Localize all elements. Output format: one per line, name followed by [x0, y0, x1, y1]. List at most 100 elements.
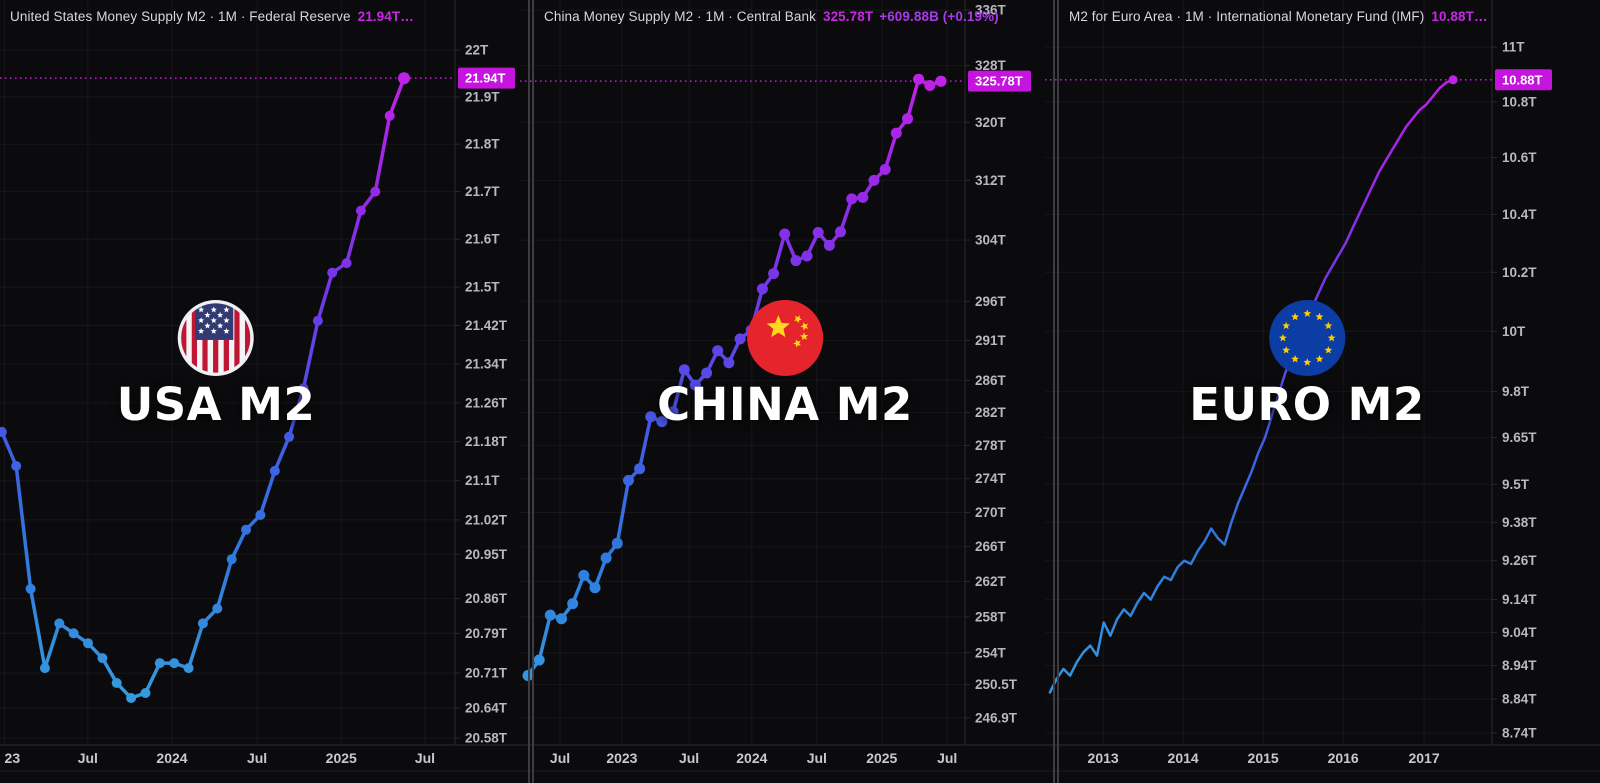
price-axis[interactable]: 22T 21.9T 21.8T 21.7T 21.6T 21.5T 21.42T 21.34T… [455, 43, 508, 746]
x-tick-label: Jul [415, 750, 435, 766]
y-tick-label: 9.65T [1502, 430, 1537, 445]
time-axis[interactable]: 2013 2014 2015 2016 2017 [1088, 750, 1440, 766]
y-tick-label: 21.9T [465, 89, 500, 104]
time-axis[interactable]: Jul 2023 Jul 2024 Jul 2025 Jul [550, 750, 957, 766]
last-price-badge: 21.94T [458, 67, 515, 89]
y-tick-label: 286T [975, 373, 1007, 388]
y-tick-label: 21.7T [465, 184, 500, 199]
y-tick-label: 22T [465, 43, 489, 58]
y-tick-label: 262T [975, 574, 1007, 589]
y-tick-label: 20.95T [465, 547, 508, 562]
y-tick-label: 10.4T [1502, 207, 1537, 222]
chart-panel-china[interactable]: 336T 328T 320T 312T 304T 296T 291T 286T 282T 278T… [520, 0, 1045, 783]
y-tick-label: 21.1T [465, 473, 500, 488]
chart-change: +609.88B (+0.19%) [879, 9, 999, 24]
y-tick-label: 10T [1502, 324, 1526, 339]
y-tick-label: 312T [975, 173, 1007, 188]
y-tick-label: 9.14T [1502, 592, 1537, 607]
y-tick-label: 8.74T [1502, 726, 1537, 741]
y-tick-label: 9.5T [1502, 477, 1530, 492]
last-point-marker [935, 75, 947, 87]
x-tick-label: 2013 [1088, 750, 1119, 766]
y-tick-label: 20.86T [465, 591, 508, 606]
x-tick-label: Jul [807, 750, 827, 766]
usa-chart-canvas[interactable]: 22T 21.9T 21.8T 21.7T 21.6T 21.5T 21.42T 21.34T… [0, 0, 520, 783]
chart-panel-usa[interactable]: 22T 21.9T 21.8T 21.7T 21.6T 21.5T 21.42T 21.34T… [0, 0, 520, 783]
y-tick-label: 21.8T [465, 137, 500, 152]
y-tick-label: 258T [975, 609, 1007, 624]
last-price-badge: 325.78T [968, 70, 1031, 92]
chart-legend-china[interactable]: China Money Supply M2 · 1M · Central Ban… [544, 9, 999, 24]
pane-separator-handle[interactable] [528, 0, 534, 783]
y-tick-label: 254T [975, 645, 1007, 660]
euro-chart-canvas[interactable]: 11T 10.8T 10.6T 10.4T 10.2T 10T 9.8T 9.65T 9.5T 9… [1045, 0, 1600, 783]
y-tick-label: 9.04T [1502, 625, 1537, 640]
y-tick-label: 9.26T [1502, 553, 1537, 568]
last-price-label: 325.78T [975, 74, 1023, 89]
y-tick-label: 10.8T [1502, 94, 1537, 109]
y-tick-label: 21.34T [465, 357, 508, 372]
y-tick-label: 11T [1502, 40, 1525, 55]
series-line [1048, 78, 1455, 694]
y-tick-label: 8.94T [1502, 658, 1537, 673]
last-price-label: 10.88T [1502, 72, 1543, 87]
y-tick-label: 278T [975, 438, 1007, 453]
y-tick-label: 291T [975, 333, 1007, 348]
chart-panel-euro[interactable]: 11T 10.8T 10.6T 10.4T 10.2T 10T 9.8T 9.65T 9.5T 9… [1045, 0, 1600, 783]
y-tick-label: 8.84T [1502, 692, 1537, 707]
x-tick-label: Jul [937, 750, 957, 766]
x-tick-label: Jul [78, 750, 98, 766]
price-axis[interactable]: 336T 328T 320T 312T 304T 296T 291T 286T 282T 278T… [965, 3, 1018, 726]
y-tick-label: 21.6T [465, 232, 500, 247]
chart-title: China Money Supply M2 · 1M · Central Ban… [544, 9, 816, 24]
y-tick-label: 20.58T [465, 730, 508, 745]
y-tick-label: 21.42T [465, 318, 508, 333]
y-tick-label: 10.6T [1502, 150, 1537, 165]
x-tick-label: 2016 [1328, 750, 1359, 766]
panel-background [1045, 0, 1600, 783]
chart-legend-usa[interactable]: United States Money Supply M2 · 1M · Fed… [10, 9, 414, 24]
grid-lines [0, 0, 455, 745]
y-tick-label: 20.71T [465, 666, 508, 681]
y-tick-label: 10.2T [1502, 265, 1537, 280]
y-tick-label: 20.79T [465, 626, 508, 641]
y-tick-label: 328T [975, 58, 1007, 73]
x-tick-label: Jul [247, 750, 267, 766]
y-tick-label: 21.02T [465, 512, 508, 527]
price-axis[interactable]: 11T 10.8T 10.6T 10.4T 10.2T 10T 9.8T 9.65T 9.5T 9… [1492, 40, 1537, 741]
y-tick-label: 336T [975, 3, 1007, 18]
last-price-label: 21.94T [465, 71, 506, 86]
panel-background [0, 0, 520, 783]
x-tick-label: Jul [550, 750, 570, 766]
chart-last-value: 10.88T… [1431, 9, 1488, 24]
y-tick-label: 266T [975, 539, 1007, 554]
china-chart-canvas[interactable]: 336T 328T 320T 312T 304T 296T 291T 286T 282T 278T… [520, 0, 1045, 783]
y-tick-label: 20.64T [465, 700, 508, 715]
chart-last-value: 325.78T [822, 9, 874, 24]
y-tick-label: 250.5T [975, 677, 1018, 692]
chart-legend-euro[interactable]: M2 for Euro Area · 1M · International Mo… [1069, 9, 1488, 24]
pane-separator-handle[interactable] [1053, 0, 1059, 783]
chart-last-value: 21.94T… [357, 9, 414, 24]
chart-title: United States Money Supply M2 · 1M · Fed… [10, 9, 351, 24]
y-tick-label: 274T [975, 471, 1007, 486]
y-tick-label: 304T [975, 233, 1007, 248]
last-point-marker [1448, 75, 1458, 85]
x-tick-label: 2024 [736, 750, 767, 766]
time-axis[interactable]: 23 Jul 2024 Jul 2025 Jul [5, 750, 436, 766]
last-price-badge: 10.88T [1495, 69, 1552, 91]
y-tick-label: 246.9T [975, 710, 1018, 725]
y-tick-label: 21.5T [465, 280, 500, 295]
y-tick-label: 21.26T [465, 395, 508, 410]
y-tick-label: 270T [975, 505, 1007, 520]
panel-background [520, 0, 1045, 783]
y-tick-label: 9.8T [1502, 384, 1530, 399]
x-tick-label: 23 [5, 750, 21, 766]
x-tick-label: 2025 [866, 750, 897, 766]
y-tick-label: 21.18T [465, 434, 508, 449]
series-markers [522, 73, 947, 681]
y-tick-label: 282T [975, 405, 1007, 420]
grid-lines [1045, 0, 1492, 745]
x-tick-label: 2014 [1168, 750, 1199, 766]
x-tick-label: 2025 [326, 750, 357, 766]
